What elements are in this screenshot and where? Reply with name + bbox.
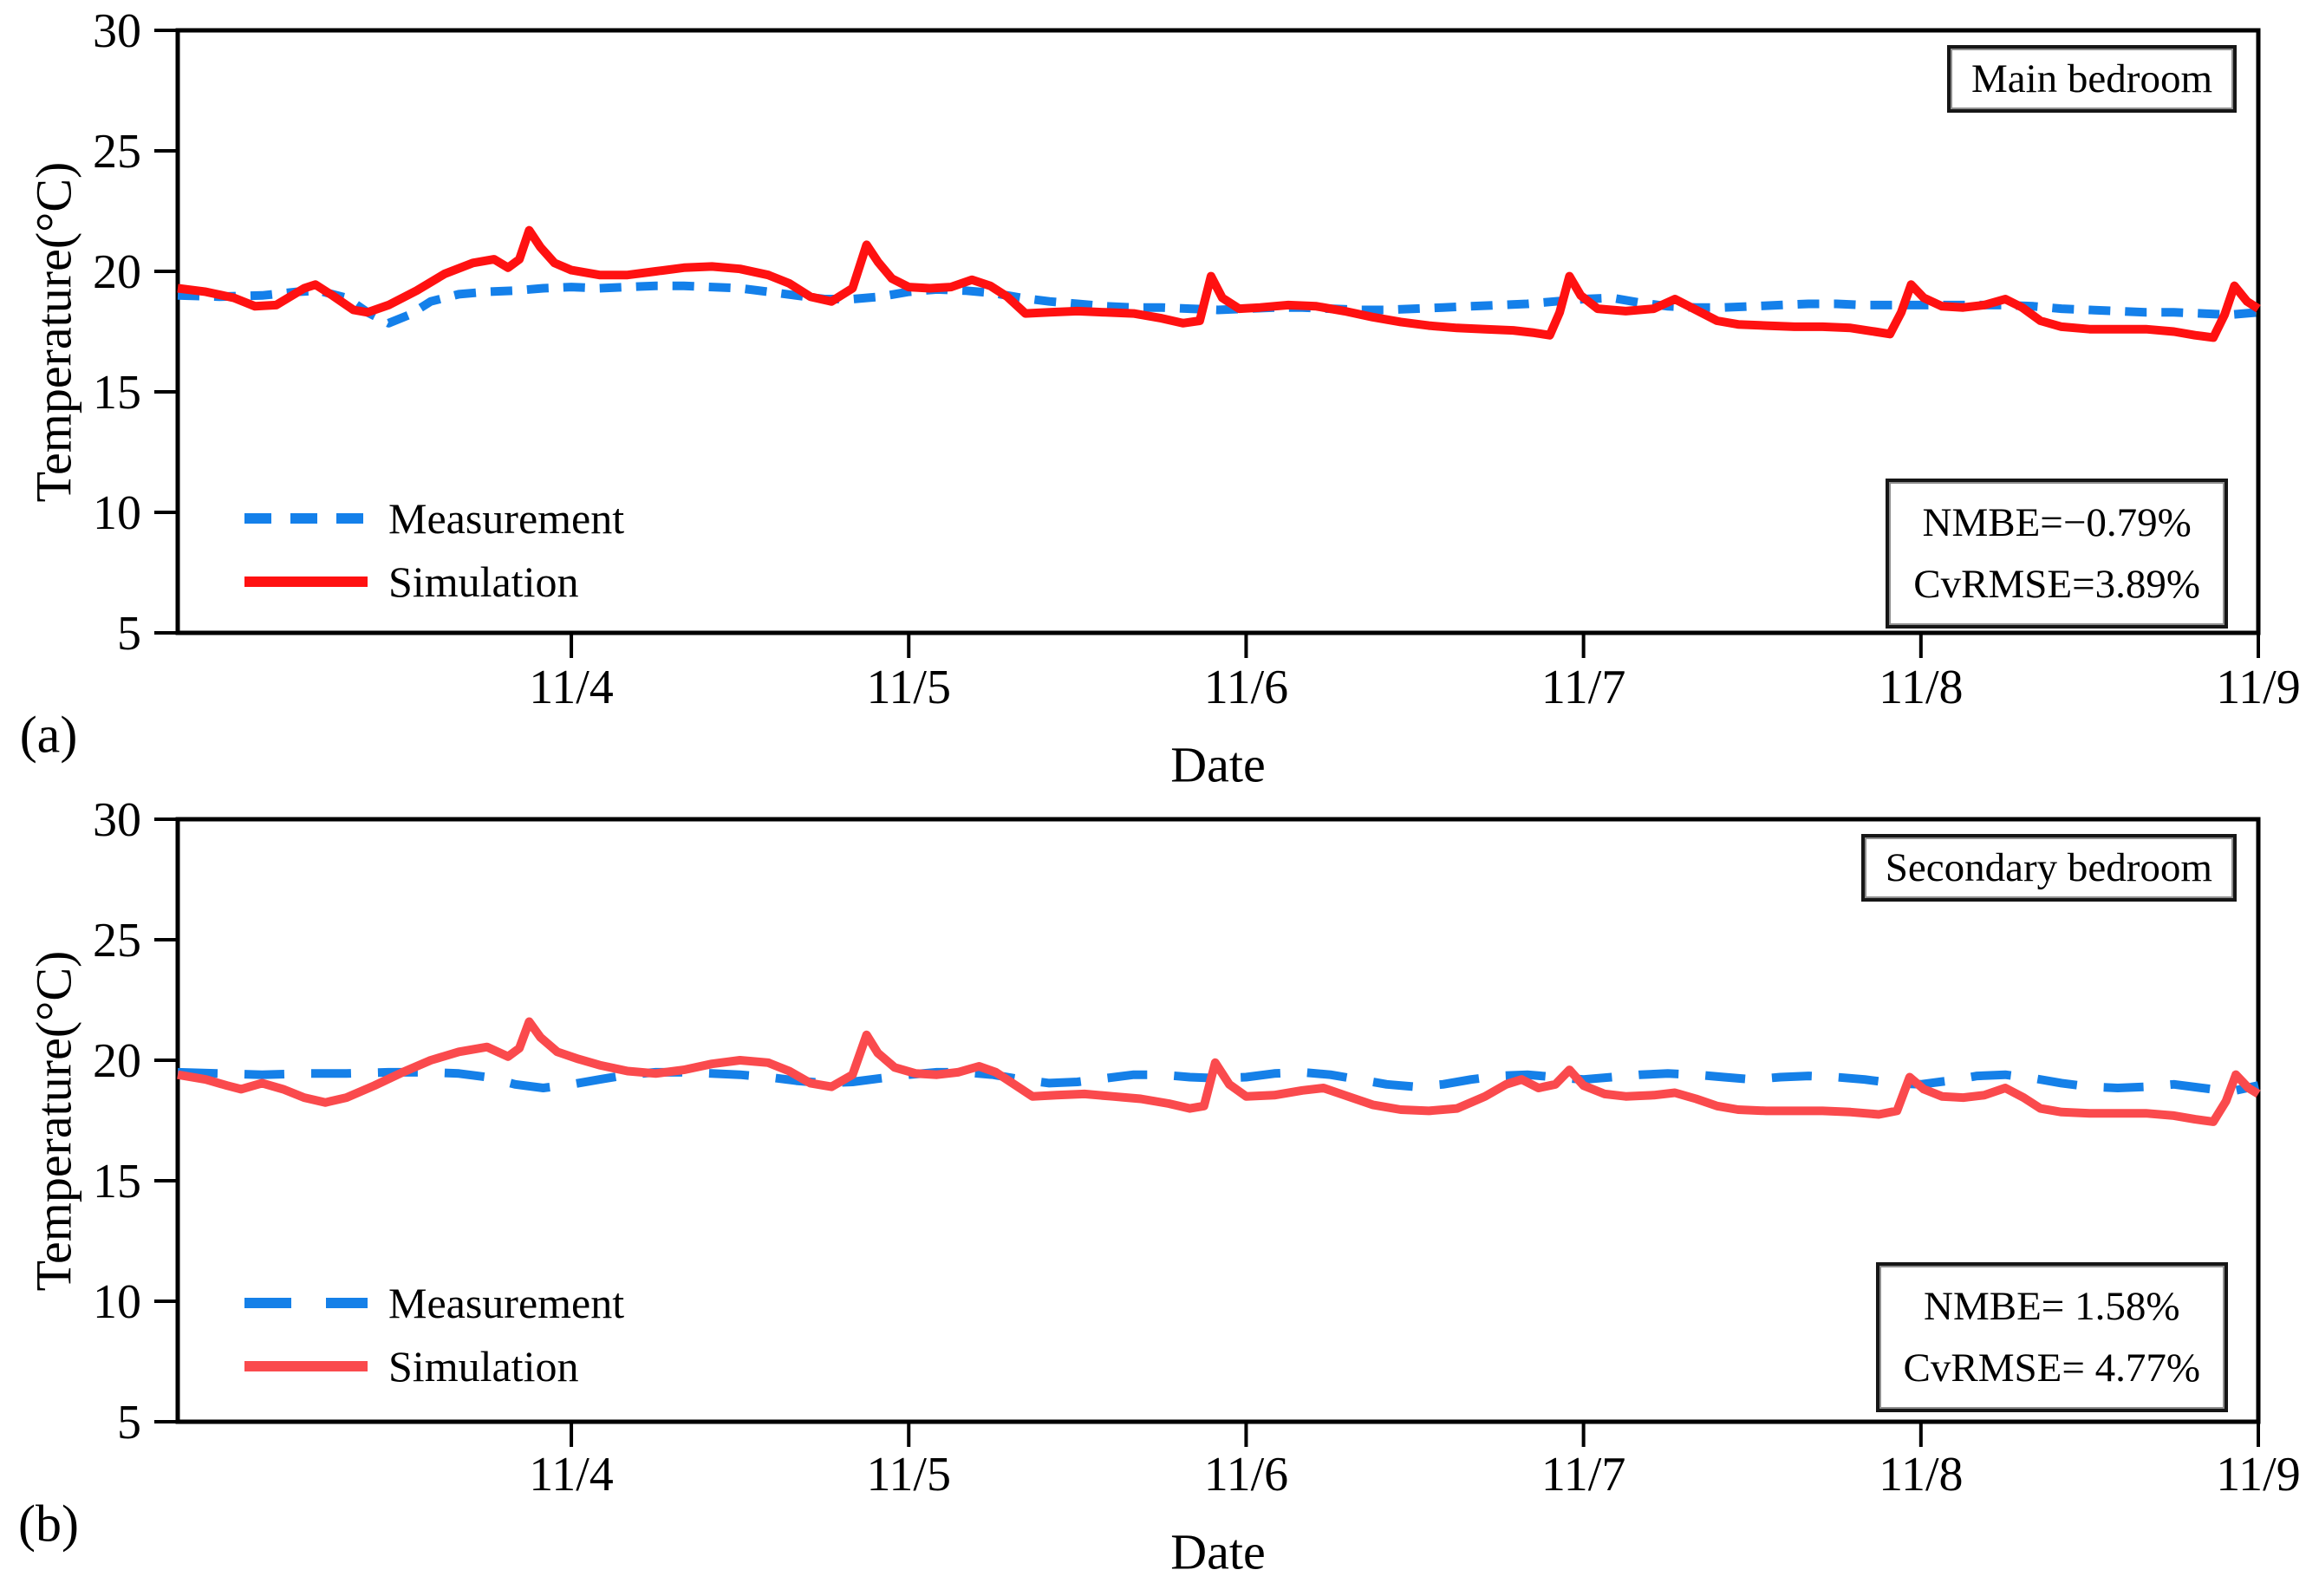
y-tick-label-a: 15 — [93, 366, 141, 420]
simulation-line-b — [177, 1017, 2261, 1126]
y-tick-label-b: 25 — [93, 914, 141, 967]
y-tick-label-a: 25 — [93, 125, 141, 179]
stats-box-a: NMBE=−0.79% CvRMSE=3.89% — [1886, 479, 2228, 629]
x-tick-label-b: 11/5 — [867, 1448, 951, 1502]
simulation-line-a — [177, 225, 2261, 342]
y-axis-title: Temperature(°C) — [25, 161, 82, 503]
y-tick-label-b: 5 — [117, 1396, 141, 1449]
plot-frame-a — [175, 28, 2261, 635]
x-tick-label-b: 11/8 — [1879, 1448, 1963, 1502]
y-tick-label-a: 30 — [93, 4, 141, 58]
room-label-a: Main bedroom — [1946, 45, 2237, 113]
x-axis-title: Date — [1170, 1523, 1266, 1580]
panel-letter-a: (a) — [19, 706, 78, 764]
measurement-line-b — [177, 1067, 2260, 1097]
x-tick-label-a: 11/8 — [1879, 661, 1963, 714]
x-tick-label-a: 11/4 — [529, 661, 613, 714]
x-tick-label-a: 11/6 — [1204, 661, 1288, 714]
x-tick-label-b: 11/6 — [1204, 1448, 1288, 1502]
nmbe-value-a: NMBE=−0.79% — [1922, 500, 2192, 545]
cvrmse-value-b: CvRMSE= 4.77% — [1903, 1345, 2201, 1391]
legend-simulation-label-b: Simulation — [388, 1342, 579, 1391]
y-axis-title: Temperature(°C) — [25, 950, 82, 1292]
y-tick-label-a: 20 — [93, 245, 141, 299]
nmbe-value-b: NMBE= 1.58% — [1924, 1284, 2180, 1329]
legend-measurement-label-a: Measurement — [388, 494, 625, 543]
y-tick-label-a: 10 — [93, 486, 141, 540]
plot-frame-b — [175, 817, 2261, 1424]
y-tick-label-a: 5 — [117, 607, 141, 661]
x-tick-label-a: 11/7 — [1541, 661, 1625, 714]
legend-simulation-label-a: Simulation — [388, 557, 579, 606]
stats-box-b: NMBE= 1.58% CvRMSE= 4.77% — [1875, 1262, 2228, 1412]
x-tick-label-b: 11/9 — [2216, 1448, 2300, 1502]
room-label-b: Secondary bedroom — [1860, 834, 2237, 902]
x-tick-label-b: 11/4 — [529, 1448, 613, 1502]
x-axis-title: Date — [1170, 736, 1266, 793]
panel-letter-b: (b) — [18, 1495, 79, 1553]
cvrmse-value-a: CvRMSE=3.89% — [1913, 561, 2200, 607]
x-tick-label-a: 11/5 — [867, 661, 951, 714]
x-tick-label-a: 11/9 — [2216, 661, 2300, 714]
y-tick-label-b: 20 — [93, 1034, 141, 1088]
y-tick-label-b: 10 — [93, 1275, 141, 1329]
y-tick-label-b: 30 — [93, 793, 141, 847]
measurement-line-a — [177, 281, 2259, 328]
x-tick-label-b: 11/7 — [1541, 1448, 1625, 1502]
y-tick-label-b: 15 — [93, 1155, 141, 1208]
legend-measurement-label-b: Measurement — [388, 1279, 625, 1327]
